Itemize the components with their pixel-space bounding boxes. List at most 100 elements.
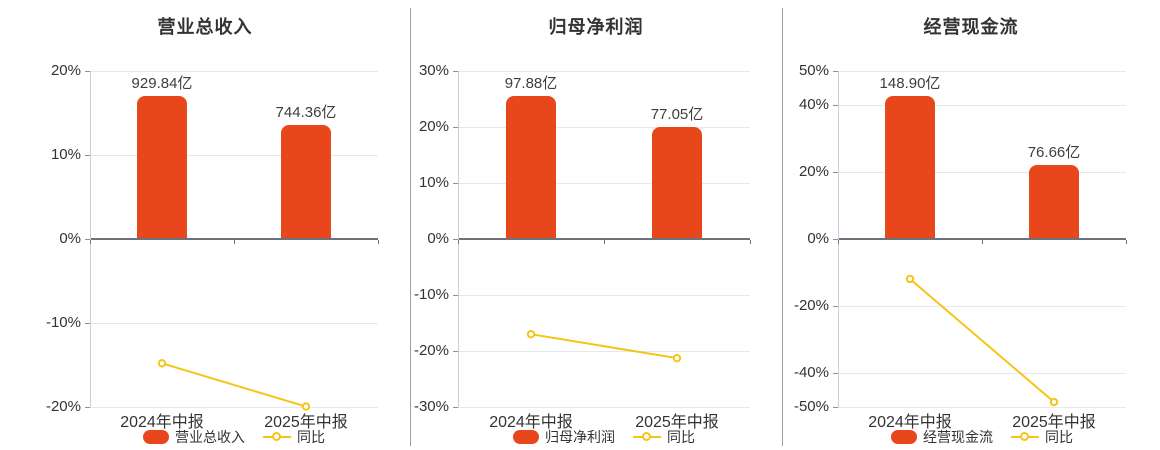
legend-item-yoy[interactable]: 同比	[633, 427, 695, 447]
chart-panel-3: 经营现金流 50% 40% 20% 0% -20% -40% -50% 148.90亿 2024年…	[782, 0, 1160, 450]
x-axis-tick	[458, 240, 459, 244]
x-axis-label: 2025年中报	[635, 414, 719, 431]
y-axis-tick	[453, 71, 458, 72]
y-axis-tick	[453, 295, 458, 296]
bar-2024年中报[interactable]	[506, 96, 556, 238]
yoy-marker-2024年中报[interactable]	[157, 359, 167, 368]
yoy-marker-2024年中报[interactable]	[526, 330, 536, 339]
bar-2025年中报[interactable]	[1029, 165, 1079, 238]
legend-bar-series-label: 经营现金流	[923, 429, 993, 445]
yoy-marker-2024年中报[interactable]	[905, 274, 915, 284]
yoy-line	[909, 278, 1055, 403]
x-axis-tick	[838, 240, 839, 244]
y-axis-label: -10%	[413, 286, 449, 303]
yoy-marker-2025年中报[interactable]	[1049, 397, 1059, 407]
legend-bar-series-label: 归母净利润	[545, 429, 615, 445]
yoy-line-layer	[157, 359, 311, 411]
bar-value-label: 744.36亿	[275, 104, 337, 121]
gridline	[838, 306, 1126, 307]
x-axis-label: 2024年中报	[120, 414, 204, 431]
y-axis-line	[90, 71, 91, 407]
yoy-marker-2025年中报[interactable]	[301, 402, 311, 411]
bar-2024年中报[interactable]	[137, 96, 187, 238]
legend-yoy-label: 同比	[297, 429, 325, 445]
legend-item-bar-series[interactable]: 经营现金流	[891, 427, 993, 447]
yoy-marker-2025年中报[interactable]	[672, 353, 682, 363]
chart-panel-1: 营业总收入 20% 10% 0% -10% -20% 929.84亿 2024年中报 744.3…	[0, 0, 410, 450]
y-axis-label: 20%	[418, 118, 449, 135]
x-axis-tick	[604, 240, 605, 244]
legend-item-bar-series[interactable]: 归母净利润	[513, 427, 615, 447]
gridline	[458, 351, 750, 352]
y-axis-label: 10%	[50, 146, 81, 163]
y-axis-label: 0%	[427, 230, 449, 247]
gridline	[838, 105, 1126, 106]
gridline	[838, 172, 1126, 173]
legend-item-bar-series[interactable]: 营业总收入	[143, 427, 245, 447]
zero-axis-line	[458, 238, 750, 240]
y-axis-tick	[453, 127, 458, 128]
y-axis-label: -10%	[45, 314, 81, 331]
legend: 经营现金流 同比	[838, 427, 1126, 447]
y-axis-label: -50%	[793, 398, 829, 415]
bar-value-label: 929.84亿	[131, 75, 193, 92]
gridline	[458, 183, 750, 184]
y-axis-tick	[833, 71, 838, 72]
yoy-legend-marker	[633, 430, 661, 444]
y-axis-label: -20%	[413, 342, 449, 359]
yoy-legend-marker	[1011, 430, 1039, 444]
y-axis-tick	[833, 373, 838, 374]
y-axis-tick	[833, 239, 838, 240]
x-axis-label: 2024年中报	[489, 414, 573, 431]
y-axis-line	[838, 71, 839, 407]
x-axis-label: 2025年中报	[1012, 414, 1096, 431]
gridline	[458, 127, 750, 128]
bar-2025年中报[interactable]	[281, 125, 331, 238]
y-axis-tick	[453, 407, 458, 408]
yoy-line	[530, 333, 678, 360]
bar-series-legend-marker	[513, 430, 539, 444]
x-axis-tick	[982, 240, 983, 244]
x-axis-tick	[90, 240, 91, 244]
x-axis-tick	[378, 240, 379, 244]
y-axis-label: 20%	[798, 163, 829, 180]
gridline	[90, 407, 378, 408]
gridline	[838, 373, 1126, 374]
legend-item-yoy[interactable]: 同比	[1011, 427, 1073, 447]
y-axis-tick	[833, 172, 838, 173]
gridline	[90, 323, 378, 324]
legend-yoy-label: 同比	[1045, 429, 1073, 445]
yoy-legend-marker	[263, 430, 291, 444]
bar-value-label: 148.90亿	[879, 75, 941, 92]
chart-title: 经营现金流	[923, 17, 1019, 37]
bar-value-label: 77.05亿	[650, 106, 704, 123]
y-axis-label: 20%	[50, 62, 81, 79]
x-axis-label: 2025年中报	[264, 414, 348, 431]
bar-2024年中报[interactable]	[885, 96, 935, 238]
y-axis-label: 40%	[798, 96, 829, 113]
y-axis-tick	[833, 105, 838, 106]
gridline	[838, 407, 1126, 408]
y-axis-tick	[453, 239, 458, 240]
zero-axis-line	[838, 238, 1126, 240]
gridline	[838, 71, 1126, 72]
y-axis-tick	[453, 351, 458, 352]
zero-axis-line	[90, 238, 378, 240]
yoy-line	[161, 362, 307, 408]
bar-value-label: 76.66亿	[1027, 144, 1081, 161]
y-axis-label: 50%	[798, 62, 829, 79]
y-axis-tick	[85, 239, 90, 240]
chart-panel-2: 归母净利润 30% 20% 10% 0% -10% -20% -30% 97.88亿 2024年中…	[410, 0, 782, 450]
yoy-line-layer	[905, 274, 1059, 407]
legend-item-yoy[interactable]: 同比	[263, 427, 325, 447]
bar-value-label: 97.88亿	[504, 75, 558, 92]
x-axis-tick	[750, 240, 751, 244]
yoy-line-layer	[526, 330, 682, 363]
y-axis-tick	[833, 306, 838, 307]
panel-divider-2	[782, 8, 783, 446]
y-axis-label: 30%	[418, 62, 449, 79]
x-axis-tick	[234, 240, 235, 244]
bar-2025年中报[interactable]	[652, 127, 702, 238]
legend-yoy-label: 同比	[667, 429, 695, 445]
